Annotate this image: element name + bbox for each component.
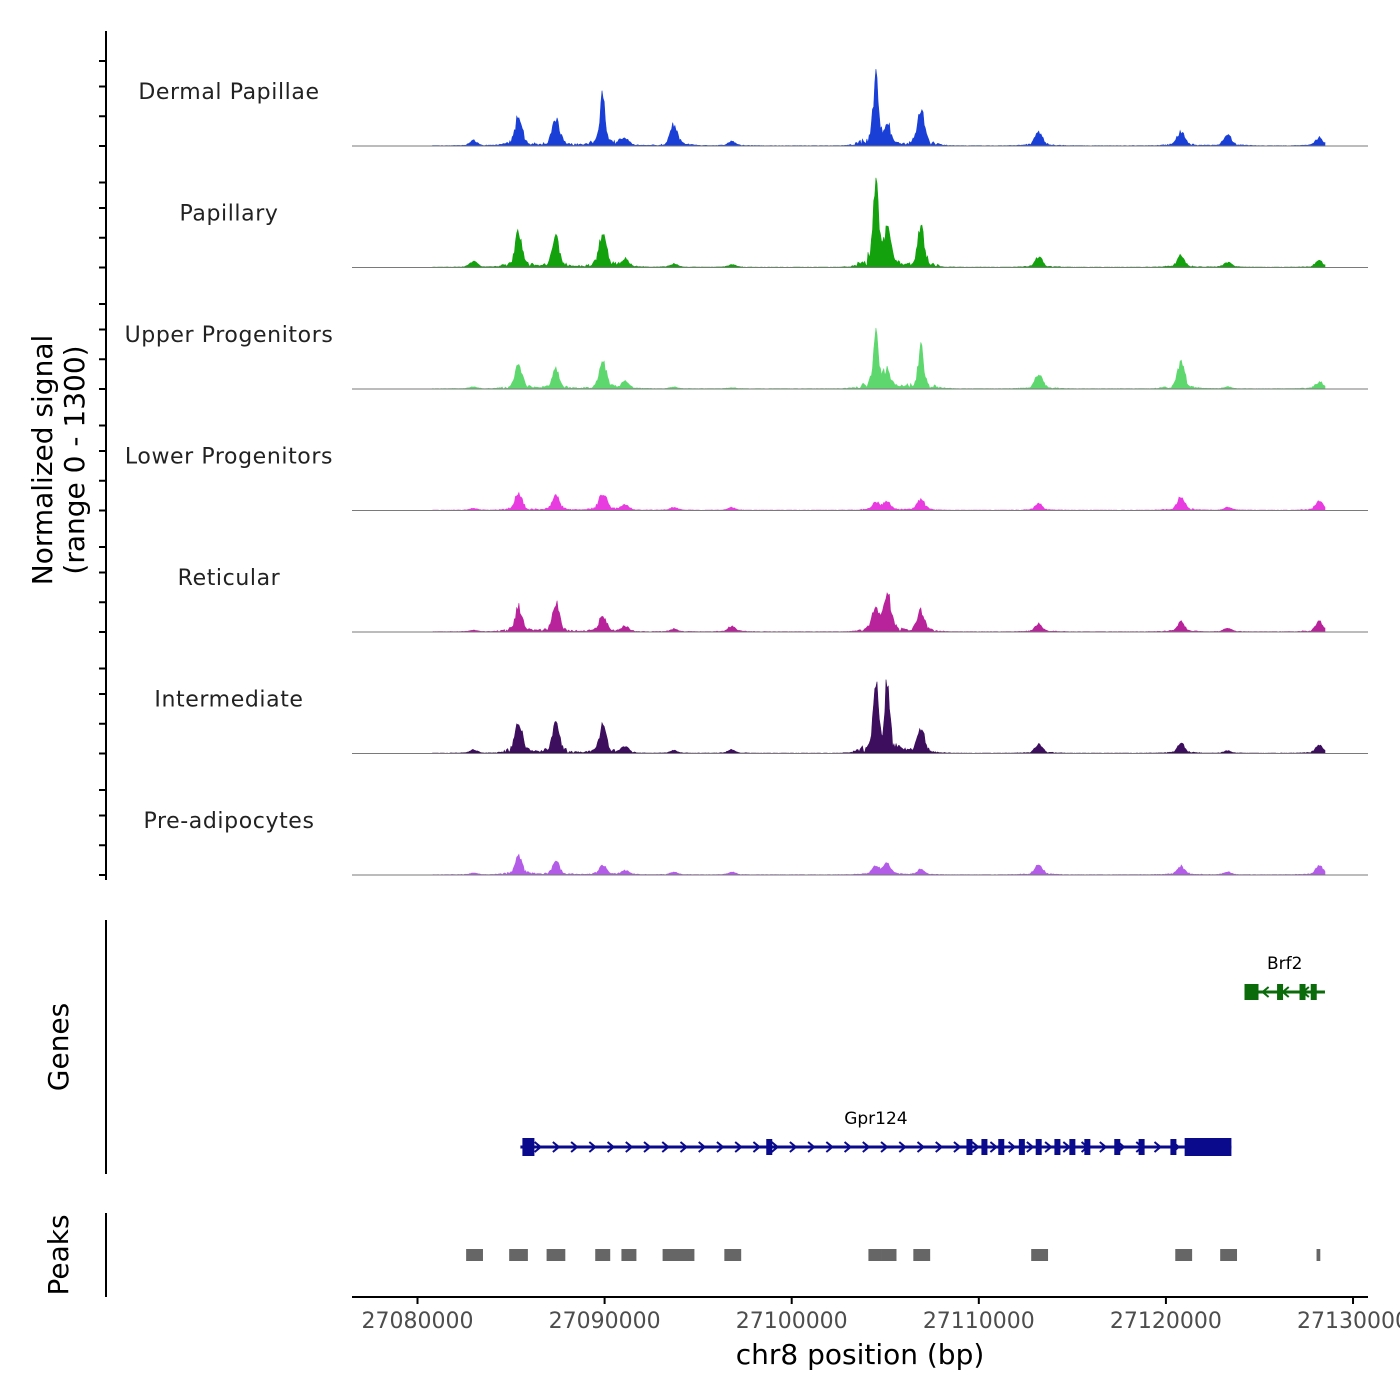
strand-arrow <box>606 1141 616 1153</box>
peak-region <box>546 1249 566 1261</box>
strand-arrow <box>843 1141 853 1153</box>
coverage-area-reticular <box>432 592 1326 633</box>
x-tick-label: 27120000 <box>1110 1309 1222 1334</box>
x-axis-ticks: 27080000 27090000 27100000 27110000 27120000… <box>361 1297 1400 1334</box>
exon <box>1299 984 1306 1000</box>
peak-region <box>595 1249 611 1261</box>
x-tick-label: 27100000 <box>736 1309 848 1334</box>
strand-arrow <box>570 1141 579 1153</box>
strand-arrow <box>1099 1141 1108 1153</box>
track-label-upper-progenitors: Upper Progenitors <box>125 323 334 348</box>
strand-arrow <box>552 1141 561 1153</box>
strand-arrow <box>1261 986 1270 998</box>
strand-arrow <box>734 1141 743 1153</box>
peaks-panel-title: Peaks <box>42 1214 75 1295</box>
coverage-area-dermal-papillae <box>432 69 1326 147</box>
strand-arrow <box>752 1141 761 1153</box>
peak-region <box>509 1249 528 1261</box>
exon-first <box>522 1138 535 1156</box>
peak-region <box>662 1249 695 1261</box>
exon <box>1138 1139 1145 1155</box>
peak-region <box>1031 1249 1049 1261</box>
peak-region <box>913 1249 931 1261</box>
peak-region <box>724 1249 742 1261</box>
exon <box>1277 984 1284 1000</box>
strand-arrow <box>625 1141 634 1153</box>
strand-arrow <box>770 1141 780 1153</box>
exon <box>1069 1139 1076 1155</box>
exon <box>1170 1139 1177 1155</box>
strand-arrow <box>880 1141 889 1153</box>
coverage-area-lower-progenitors <box>432 491 1326 511</box>
x-tick-label: 27130000 <box>1297 1309 1400 1334</box>
strand-arrow <box>953 1141 962 1153</box>
exon <box>1018 1139 1025 1155</box>
genes-track: Brf2 Gpr124 <box>520 954 1325 1156</box>
strand-arrow <box>1007 1141 1017 1153</box>
exon <box>1084 1139 1091 1155</box>
coverage-area-papillary <box>432 177 1326 268</box>
strand-arrow <box>679 1141 689 1153</box>
coverage-area-intermediate <box>432 679 1326 754</box>
exon <box>1035 1139 1042 1155</box>
exon <box>966 1139 973 1155</box>
gene-label-gpr124: Gpr124 <box>844 1109 907 1129</box>
peak-region <box>621 1249 637 1261</box>
strand-arrow <box>971 1141 980 1153</box>
strand-arrow <box>716 1141 725 1153</box>
peaks-track <box>466 1249 1321 1261</box>
strand-arrow <box>698 1141 707 1153</box>
strand-arrow <box>989 1141 998 1153</box>
strand-arrow <box>862 1141 871 1153</box>
strand-arrow <box>661 1141 670 1153</box>
peak-region <box>881 1249 897 1261</box>
strand-arrow <box>807 1141 816 1153</box>
strand-arrow <box>1153 1141 1163 1153</box>
utr-block <box>1244 984 1259 1000</box>
strand-arrow <box>1044 1141 1053 1153</box>
strand-arrow <box>789 1141 798 1153</box>
genes-panel-title: Genes <box>42 1003 75 1091</box>
peak-region <box>868 1249 882 1261</box>
utr-3prime <box>1184 1138 1232 1156</box>
track-label-lower-progenitors: Lower Progenitors <box>125 445 333 470</box>
gene-label-brf2: Brf2 <box>1267 954 1302 974</box>
exon <box>1054 1139 1061 1155</box>
peak-region <box>1220 1249 1238 1261</box>
strand-arrow <box>935 1141 944 1153</box>
exon <box>1310 984 1317 1000</box>
coverage-y-ticks <box>99 60 106 876</box>
strand-arrow <box>898 1141 907 1153</box>
track-label-dermal-papillae: Dermal Papillae <box>138 80 319 105</box>
exon <box>1114 1139 1121 1155</box>
exon <box>998 1139 1005 1155</box>
x-tick-label: 27090000 <box>549 1309 661 1334</box>
strand-arrow <box>1062 1141 1071 1153</box>
strand-arrow <box>916 1141 926 1153</box>
peak-region <box>1316 1249 1321 1261</box>
y-axis-title-line1: Normalized signal <box>26 335 59 586</box>
x-axis-title: chr8 position (bp) <box>736 1338 985 1371</box>
exon <box>981 1139 988 1155</box>
x-tick-label: 27110000 <box>923 1309 1035 1334</box>
peak-region <box>466 1249 483 1261</box>
exon <box>766 1139 773 1155</box>
strand-arrow <box>533 1141 543 1153</box>
coverage-tracks <box>352 69 1368 876</box>
track-label-pre-adipocytes: Pre-adipocytes <box>143 809 314 834</box>
strand-arrow <box>825 1141 834 1153</box>
strand-arrow <box>1026 1141 1035 1153</box>
x-tick-label: 27080000 <box>361 1309 473 1334</box>
peak-region <box>1175 1249 1193 1261</box>
track-label-papillary: Papillary <box>179 202 278 227</box>
y-axis-title-line2: (range 0 - 1300) <box>58 345 91 574</box>
strand-arrow <box>643 1141 652 1153</box>
strand-arrow <box>588 1141 597 1153</box>
coverage-area-pre-adipocytes <box>432 853 1326 876</box>
track-label-reticular: Reticular <box>178 566 281 591</box>
track-labels: Dermal Papillae Papillary Upper Progenitor… <box>125 80 334 834</box>
coverage-area-upper-progenitors <box>432 327 1326 390</box>
track-label-intermediate: Intermediate <box>154 688 303 713</box>
